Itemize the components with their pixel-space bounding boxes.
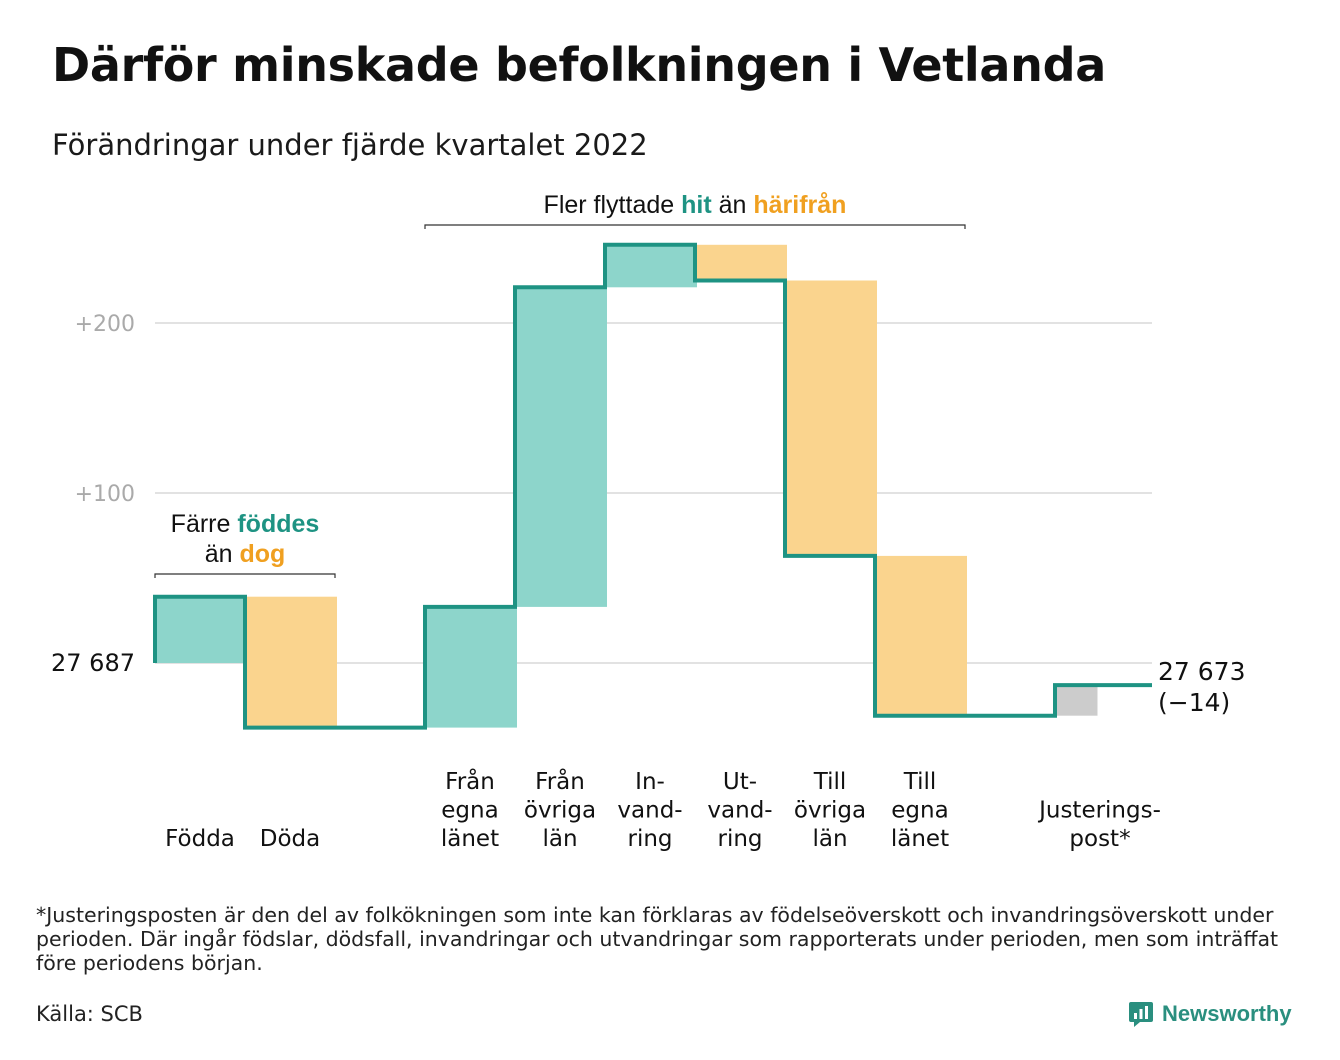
- bar-6: [697, 244, 787, 281]
- category-label: övriga: [794, 798, 866, 824]
- bar-5: [607, 244, 697, 288]
- brand: Newsworthy: [1128, 998, 1292, 1030]
- category-label: Från: [535, 767, 585, 795]
- annotation-segment: än: [205, 540, 240, 568]
- annotation-text: Färre föddes: [171, 510, 320, 538]
- bar-4: [517, 287, 607, 607]
- annotation-text: än dog: [205, 540, 286, 568]
- annotation-segment: Fler flyttade: [544, 191, 682, 219]
- chart-subtitle: Förändringar under fjärde kvartalet 2022: [52, 128, 648, 162]
- category-label: Ut-: [723, 769, 757, 795]
- annotation-migration: Fler flyttade hit än härifrån: [424, 191, 966, 229]
- category-label: vand-: [617, 798, 682, 824]
- bar-8: [877, 555, 967, 716]
- annotation-segment: Färre: [171, 510, 238, 538]
- category-label: Döda: [260, 826, 320, 852]
- category-label: egna: [891, 798, 948, 824]
- bar-3: [427, 606, 517, 728]
- annotation-bracket: [154, 573, 336, 578]
- category-label: län: [542, 826, 577, 852]
- category-label: ring: [717, 826, 762, 852]
- category-label: Födda: [165, 826, 235, 852]
- source-note: Källa: SCB: [36, 1002, 143, 1026]
- footnote: *Justeringsposten är den del av folkökni…: [36, 903, 1279, 975]
- category-label: länet: [441, 826, 499, 852]
- category-label: Från: [445, 767, 495, 795]
- change-label: (−14): [1158, 688, 1230, 717]
- newsworthy-logo-icon: [1129, 1002, 1153, 1027]
- waterfall-chart: +100 +200 27 687 27 673(−14) Födda Döda Från eg…: [51, 191, 1245, 852]
- category-label: post*: [1069, 826, 1130, 852]
- category-label: Till: [903, 769, 937, 795]
- category-label: egna: [441, 798, 498, 824]
- bar-9: [1057, 685, 1098, 716]
- category-label: län: [812, 826, 847, 852]
- y-tick-label: +100: [75, 482, 135, 507]
- y-tick-label: +200: [75, 312, 135, 337]
- brand-name: Newsworthy: [1162, 1001, 1292, 1026]
- category-label: In-: [635, 769, 665, 795]
- category-label: ring: [627, 826, 672, 852]
- annotation-segment: härifrån: [753, 191, 846, 219]
- cumulative-step-line: [153, 242, 1152, 730]
- category-label: vand-: [707, 798, 772, 824]
- start-value-label: 27 687: [51, 649, 135, 677]
- bar-2: [247, 596, 337, 728]
- end-value-label: 27 673: [1158, 657, 1245, 686]
- category-label: övriga: [524, 798, 596, 824]
- category-label: länet: [891, 826, 949, 852]
- category-label: Justerings-: [1037, 798, 1161, 824]
- bar-7: [787, 280, 877, 556]
- bar-1: [157, 596, 247, 663]
- annotation-segment: föddes: [237, 510, 319, 538]
- annotation-bracket: [424, 224, 966, 229]
- chart-title: Därför minskade befolkningen i Vetlanda: [52, 38, 1106, 92]
- annotation-segment: dog: [239, 540, 285, 568]
- annotation-segment: hit: [681, 191, 712, 219]
- category-label: Till: [813, 769, 847, 795]
- annotation-segment: än: [712, 191, 754, 219]
- annotation-text: Fler flyttade hit än härifrån: [544, 191, 847, 219]
